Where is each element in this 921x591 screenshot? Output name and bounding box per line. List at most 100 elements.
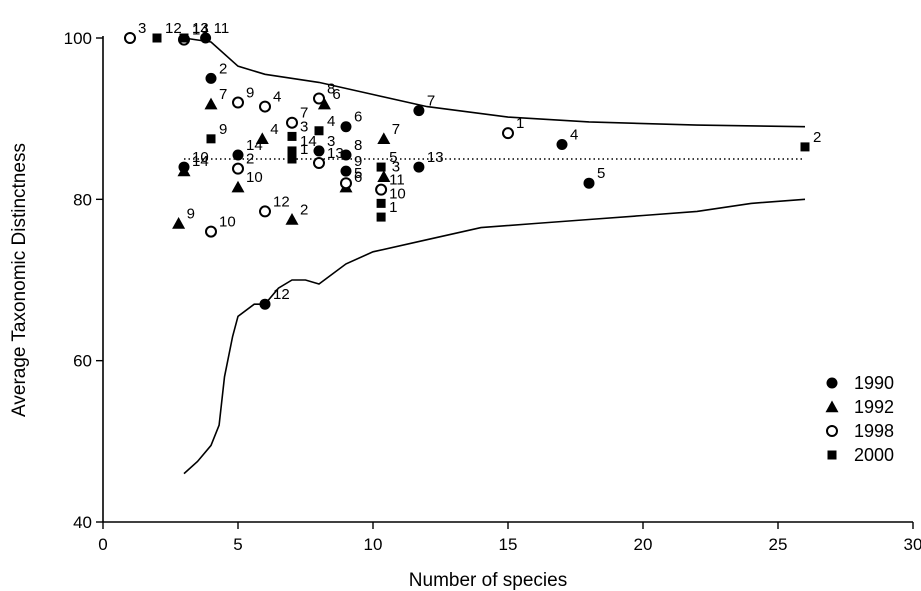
point-label: 8 [354, 137, 362, 154]
point-label: 2 [246, 151, 254, 168]
legend-marker-2000 [827, 450, 837, 460]
point-1990 [200, 32, 212, 44]
point-label: 6 [354, 109, 362, 126]
x-tick-label: 25 [769, 535, 788, 554]
point-label: 6 [354, 169, 362, 186]
point-label: 11 [389, 172, 405, 189]
point-1992 [204, 97, 218, 110]
point-label: 5 [597, 165, 605, 182]
legend-label: 2000 [854, 445, 894, 465]
legend-label: 1998 [854, 421, 894, 441]
point-label: 9 [246, 85, 254, 102]
point-label: 13 [192, 20, 209, 37]
point-1992 [172, 217, 186, 229]
x-tick-label: 30 [904, 535, 921, 554]
x-tick-label: 20 [634, 535, 653, 554]
point-label: 13 [327, 145, 344, 162]
point-label: 13 [427, 149, 444, 166]
point-label: 2 [813, 129, 821, 146]
point-2000 [206, 134, 216, 144]
point-label: 9 [354, 153, 362, 170]
y-tick-label: 60 [73, 352, 92, 371]
x-tick-label: 5 [233, 535, 242, 554]
point-label: 2 [300, 202, 308, 219]
point-label: 3 [327, 133, 335, 150]
x-tick-label: 15 [499, 535, 518, 554]
point-label: 3 [300, 118, 308, 135]
point-1990 [583, 177, 595, 189]
point-label: 1 [516, 115, 524, 132]
point-label: 10 [192, 149, 209, 166]
point-label: 10 [246, 169, 263, 186]
point-2000 [376, 198, 386, 208]
point-label: 11 [214, 20, 230, 37]
x-axis-title: Number of species [409, 570, 567, 591]
point-1992 [377, 132, 391, 145]
upper-limit-curve [183, 37, 806, 128]
point-2000 [314, 126, 324, 136]
point-1990 [413, 161, 425, 173]
point-1998 [259, 100, 271, 113]
point-label: 4 [270, 121, 278, 138]
point-1990 [340, 121, 352, 133]
point-1992 [255, 132, 269, 145]
point-label: 7 [427, 93, 435, 110]
point-label: 8 [327, 81, 335, 98]
x-tick-label: 10 [364, 535, 383, 554]
point-2000 [287, 131, 297, 141]
point-1998 [313, 157, 325, 170]
point-1990 [259, 298, 271, 310]
legend-marker-1990 [826, 377, 838, 389]
point-1992 [231, 180, 245, 193]
point-2000 [800, 142, 810, 152]
point-1990 [340, 165, 352, 177]
point-1998 [232, 96, 244, 109]
legend-marker-1992 [825, 400, 839, 413]
lower-limit-curve [183, 198, 806, 475]
point-1990 [232, 149, 244, 161]
point-1990 [313, 145, 325, 157]
point-label: 7 [300, 105, 308, 122]
point-2000 [376, 162, 386, 172]
point-label: 4 [327, 113, 335, 130]
point-1998 [205, 225, 217, 238]
point-1998 [286, 116, 298, 129]
point-label: 5 [354, 165, 362, 182]
point-1992 [285, 213, 299, 225]
point-2000 [287, 146, 297, 156]
point-label: 12 [165, 20, 182, 37]
point-label: 4 [273, 89, 281, 106]
point-label: 12 [273, 193, 290, 210]
point-label: 5 [389, 149, 397, 166]
point-1992 [177, 164, 191, 177]
point-1992 [377, 170, 391, 182]
point-1998 [502, 127, 514, 140]
point-1998 [375, 183, 388, 196]
point-1998 [259, 205, 271, 218]
point-1990 [556, 138, 568, 150]
point-label: 7 [392, 121, 400, 138]
y-tick-label: 80 [73, 190, 92, 209]
point-label: 14 [192, 153, 209, 170]
point-label: 14 [300, 133, 317, 150]
point-label: 10 [389, 185, 406, 202]
point-2000 [376, 212, 386, 222]
point-1998 [340, 177, 352, 190]
point-label: 1 [389, 199, 397, 216]
y-tick-label: 100 [64, 29, 92, 48]
point-2000 [179, 33, 189, 43]
point-1998 [313, 92, 325, 105]
legend-label: 1992 [854, 397, 894, 417]
point-label: 12 [273, 286, 290, 303]
point-label: 1 [300, 141, 308, 158]
point-2000 [152, 33, 162, 43]
point-2000 [287, 154, 297, 164]
axes [102, 36, 913, 523]
point-1990 [205, 72, 217, 84]
point-1990 [413, 105, 425, 117]
legend-marker-1998 [826, 425, 838, 437]
legend: 1990 1992 1998 2000 [825, 373, 894, 465]
